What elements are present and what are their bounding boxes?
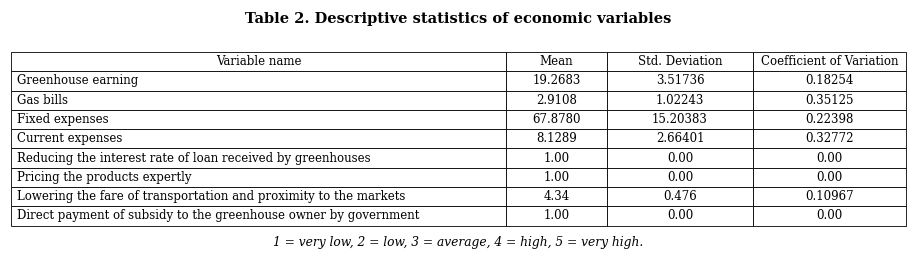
Text: Greenhouse earning: Greenhouse earning <box>17 74 138 88</box>
Text: 0.18254: 0.18254 <box>805 74 854 88</box>
Text: 0.10967: 0.10967 <box>805 190 854 203</box>
Text: 19.2683: 19.2683 <box>532 74 580 88</box>
Text: Fixed expenses: Fixed expenses <box>17 113 108 126</box>
Text: 4.34: 4.34 <box>544 190 569 203</box>
Text: Current expenses: Current expenses <box>17 132 122 145</box>
Text: Pricing the products expertly: Pricing the products expertly <box>17 171 191 184</box>
Text: 0.00: 0.00 <box>816 171 843 184</box>
Text: 1 = very low, 2 = low, 3 = average, 4 = high, 5 = very high.: 1 = very low, 2 = low, 3 = average, 4 = … <box>273 237 644 249</box>
Text: 67.8780: 67.8780 <box>532 113 580 126</box>
Text: 3.51736: 3.51736 <box>656 74 704 88</box>
Text: Gas bills: Gas bills <box>17 94 68 107</box>
Text: 1.02243: 1.02243 <box>656 94 704 107</box>
Text: Direct payment of subsidy to the greenhouse owner by government: Direct payment of subsidy to the greenho… <box>17 210 419 222</box>
Text: Table 2. Descriptive statistics of economic variables: Table 2. Descriptive statistics of econo… <box>246 12 671 26</box>
Text: 0.476: 0.476 <box>663 190 697 203</box>
Text: 0.00: 0.00 <box>816 152 843 165</box>
Text: 1.00: 1.00 <box>544 171 569 184</box>
Text: 0.00: 0.00 <box>816 210 843 222</box>
Text: 1.00: 1.00 <box>544 210 569 222</box>
Text: Reducing the interest rate of loan received by greenhouses: Reducing the interest rate of loan recei… <box>17 152 370 165</box>
Text: Coefficient of Variation: Coefficient of Variation <box>761 55 899 68</box>
Text: 0.00: 0.00 <box>667 171 693 184</box>
Text: Lowering the fare of transportation and proximity to the markets: Lowering the fare of transportation and … <box>17 190 405 203</box>
Text: 0.22398: 0.22398 <box>805 113 854 126</box>
Text: Variable name: Variable name <box>215 55 301 68</box>
Text: 8.1289: 8.1289 <box>536 132 577 145</box>
Text: Mean: Mean <box>540 55 573 68</box>
Text: 2.9108: 2.9108 <box>536 94 577 107</box>
Text: 0.35125: 0.35125 <box>805 94 854 107</box>
Text: 0.00: 0.00 <box>667 152 693 165</box>
Text: 0.32772: 0.32772 <box>805 132 854 145</box>
Text: 2.66401: 2.66401 <box>656 132 704 145</box>
Text: Std. Deviation: Std. Deviation <box>637 55 723 68</box>
Text: 15.20383: 15.20383 <box>652 113 708 126</box>
Text: 0.00: 0.00 <box>667 210 693 222</box>
Text: 1.00: 1.00 <box>544 152 569 165</box>
